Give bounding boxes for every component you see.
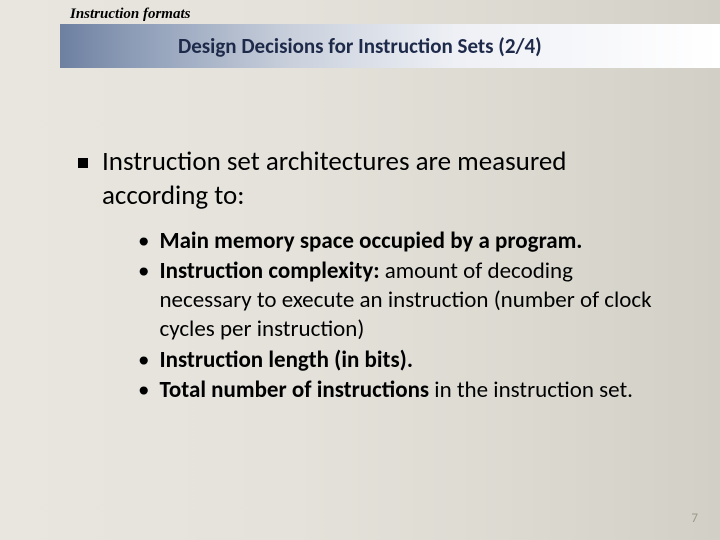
list-item: • Instruction complexity: amount of deco… — [138, 257, 658, 343]
sub-bullet-list: • Main memory space occupied by a progra… — [138, 227, 658, 406]
page-title: Design Decisions for Instruction Sets (2… — [178, 33, 542, 59]
dot-bullet-icon: • — [138, 257, 149, 286]
content-area: Instruction set architectures are measur… — [78, 145, 658, 407]
dot-bullet-icon: • — [138, 346, 149, 375]
list-item: • Main memory space occupied by a progra… — [138, 227, 658, 256]
list-item: • Total number of instructions in the in… — [138, 376, 658, 405]
list-item-text: Main memory space occupied by a program. — [159, 227, 582, 256]
list-item: • Instruction length (in bits). — [138, 346, 658, 375]
breadcrumb: Instruction formats — [70, 6, 190, 23]
dot-bullet-icon: • — [138, 227, 149, 256]
main-bullet-text: Instruction set architectures are measur… — [102, 145, 658, 213]
page-number: 7 — [691, 511, 698, 526]
dot-bullet-icon: • — [138, 376, 149, 405]
main-bullet: Instruction set architectures are measur… — [78, 145, 658, 213]
square-bullet-icon — [78, 158, 88, 168]
list-item-text: Total number of instructions in the inst… — [159, 376, 633, 405]
list-item-text: Instruction complexity: amount of decodi… — [159, 257, 658, 343]
list-item-text: Instruction length (in bits). — [159, 346, 413, 375]
title-bar: Design Decisions for Instruction Sets (2… — [60, 24, 720, 68]
slide: Instruction formats Design Decisions for… — [0, 0, 720, 540]
